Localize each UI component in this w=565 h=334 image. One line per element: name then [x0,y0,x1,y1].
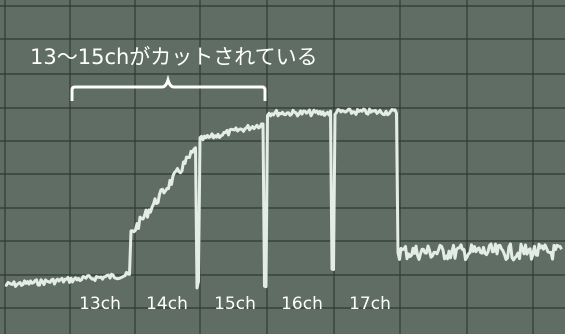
channel-label: 15ch [214,294,256,314]
channel-label: 17ch [349,294,391,314]
channel-label: 14ch [146,294,188,314]
spectrum-display: 13～15chがカットされている 13ch 14ch 15ch 16ch 17c… [0,0,565,334]
spectrum-screen: 13～15chがカットされている 13ch 14ch 15ch 16ch 17c… [0,0,565,334]
channel-label: 13ch [79,294,121,314]
annotation: 13～15chがカットされている [30,45,318,69]
channel-label: 16ch [281,294,323,314]
